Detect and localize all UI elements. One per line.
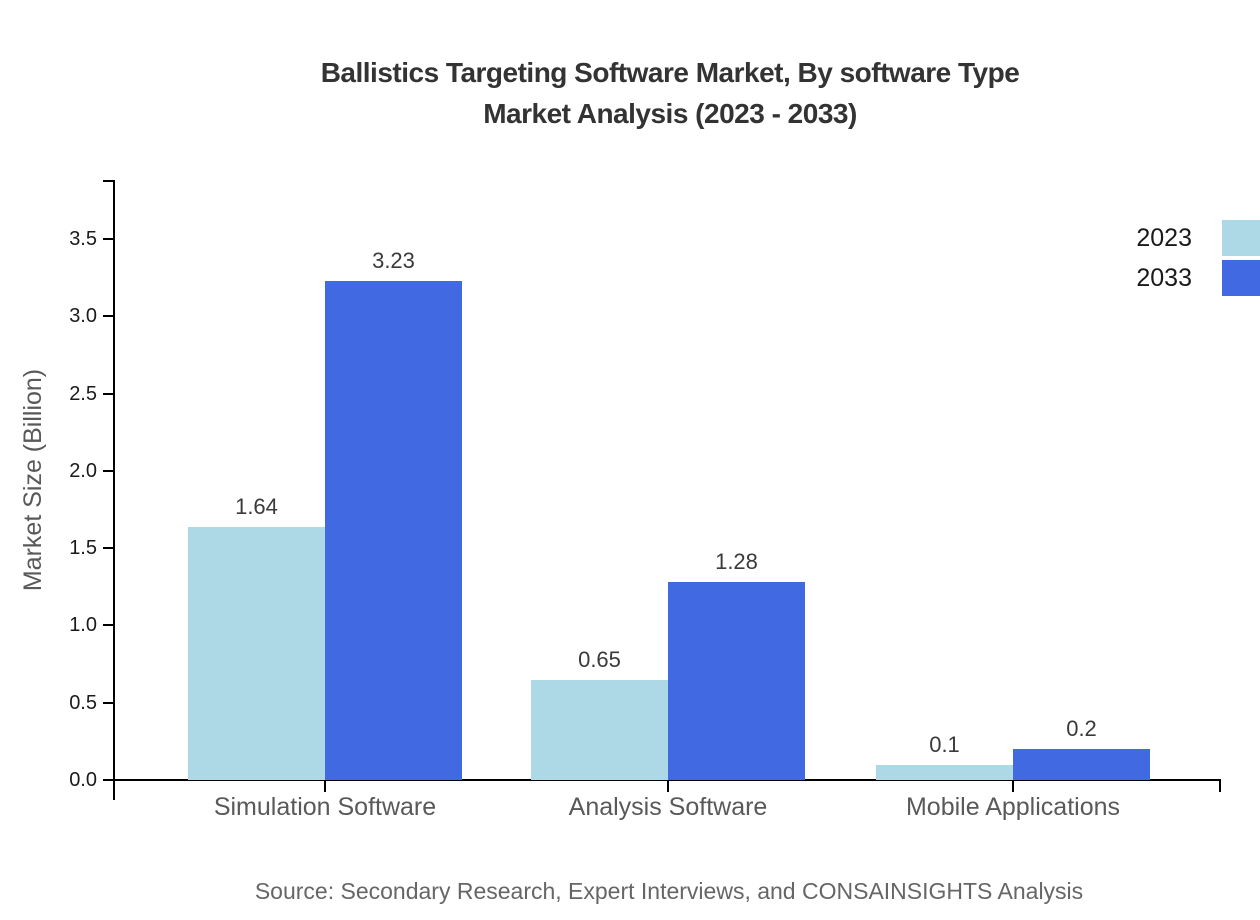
bar-2023-mobile-applications bbox=[876, 764, 1013, 780]
bar-2023-analysis-software bbox=[531, 679, 668, 780]
bar-2033-analysis-software bbox=[668, 582, 805, 780]
bar-value-label-2023-mobile-applications: 0.1 bbox=[929, 731, 960, 757]
page-title: Ballistics Targeting Software Market, By… bbox=[140, 52, 1200, 134]
y-tick bbox=[103, 547, 113, 550]
y-tick-label: 3.5 bbox=[69, 228, 97, 250]
category-label-simulation-software: Simulation Software bbox=[213, 793, 437, 821]
x-tick-analysis-software bbox=[667, 780, 669, 792]
x-axis-spine bbox=[105, 779, 1221, 781]
y-tick-label: 3.0 bbox=[69, 305, 97, 328]
bar-value-label-2023-simulation-software: 1.64 bbox=[235, 493, 278, 519]
page-title-line1: Ballistics Targeting Software Market, By… bbox=[320, 57, 1020, 88]
x-tick-mobile-applications bbox=[1012, 780, 1014, 792]
y-tick bbox=[103, 779, 113, 781]
y-tick-label: 0.0 bbox=[69, 769, 97, 791]
bar-2033-simulation-software bbox=[325, 280, 462, 780]
y-tick bbox=[103, 315, 113, 318]
y-tick-label: 2.5 bbox=[69, 382, 97, 405]
bar-value-label-2033-simulation-software: 3.23 bbox=[372, 247, 415, 273]
bar-2033-mobile-applications bbox=[1013, 749, 1150, 780]
y-tick bbox=[103, 392, 113, 395]
legend-swatch-2023 bbox=[1222, 220, 1260, 256]
bar-value-label-2033-analysis-software: 1.28 bbox=[715, 549, 758, 575]
y-tick bbox=[103, 469, 113, 472]
legend-item-2033: 2033 bbox=[1136, 260, 1260, 296]
y-tick bbox=[103, 701, 113, 704]
y-tick bbox=[103, 238, 113, 240]
y-axis-end-cap bbox=[103, 180, 113, 182]
y-tick bbox=[103, 624, 113, 627]
bar-2023-simulation-software bbox=[188, 526, 325, 780]
x-axis-end-cap bbox=[1219, 780, 1221, 792]
bar-value-label-2033-mobile-applications: 0.2 bbox=[1066, 716, 1097, 742]
y-tick-label: 1.0 bbox=[69, 614, 97, 637]
bar-value-label-2023-analysis-software: 0.65 bbox=[578, 646, 621, 672]
y-tick-label: 0.5 bbox=[69, 691, 97, 714]
legend: 2023 2033 bbox=[1136, 220, 1260, 300]
legend-label-2023: 2023 bbox=[1136, 223, 1192, 252]
legend-item-2023: 2023 bbox=[1136, 220, 1260, 256]
y-axis-spine bbox=[113, 180, 115, 800]
legend-swatch-2033 bbox=[1222, 260, 1260, 296]
x-tick-simulation-software bbox=[324, 780, 326, 792]
y-tick-label: 2.0 bbox=[69, 459, 97, 482]
page-title-line2: Market Analysis (2023 - 2033) bbox=[483, 98, 857, 129]
source-text: Source: Secondary Research, Expert Inter… bbox=[254, 878, 1084, 904]
category-label-analysis-software: Analysis Software bbox=[568, 793, 768, 821]
category-label-mobile-applications: Mobile Applications bbox=[905, 793, 1120, 821]
y-tick-label: 1.5 bbox=[69, 537, 97, 560]
legend-label-2033: 2033 bbox=[1136, 263, 1192, 292]
